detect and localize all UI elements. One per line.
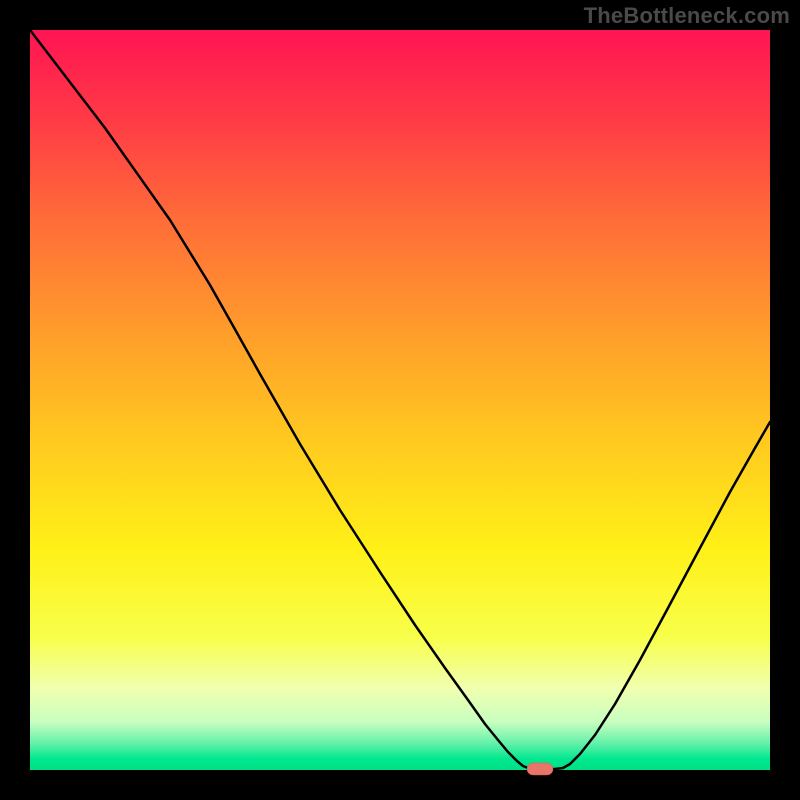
optimum-marker xyxy=(527,763,553,775)
gradient-background xyxy=(30,30,770,770)
watermark-text: TheBottleneck.com xyxy=(584,3,790,29)
bottleneck-chart xyxy=(0,0,800,800)
chart-container: TheBottleneck.com xyxy=(0,0,800,800)
